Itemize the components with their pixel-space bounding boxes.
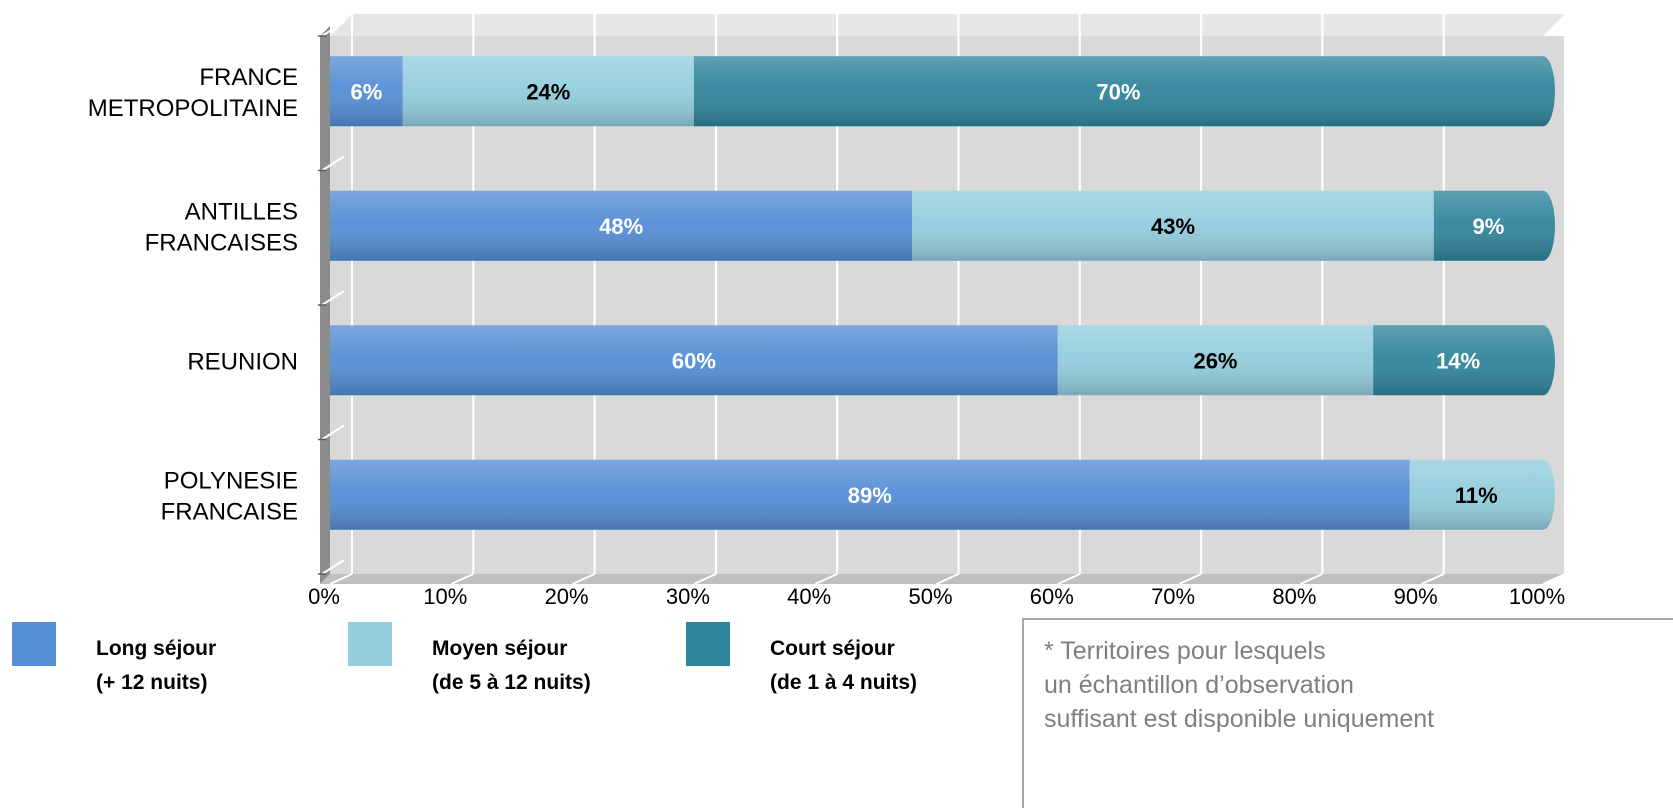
plot-floor: [320, 574, 1565, 584]
x-tick-label: 0%: [308, 584, 340, 609]
x-tick-label: 50%: [908, 584, 952, 609]
gridline-floor: [1542, 573, 1566, 585]
data-label-moyen: 43%: [1151, 214, 1195, 239]
legend-label-moyen: Moyen séjour (de 5 à 12 nuits): [432, 637, 591, 694]
labels: 6% 24% 70% 48% 43% 9% 60% 26% 14% 89% 11%: [350, 79, 1504, 508]
data-label-long: 48%: [599, 214, 643, 239]
category-label: POLYNESIE: [164, 467, 298, 494]
gridline-floor: [450, 573, 474, 585]
category-gridline: [321, 21, 345, 37]
bar-segment-shade: [912, 190, 1434, 261]
gridline-floor: [572, 573, 596, 585]
gridline-floor: [1057, 573, 1081, 585]
axes: 0% 10% 20% 30% 40% 50% 60% 70% 80% 90% 100% FRANCE M…: [88, 35, 1565, 609]
legend-swatch-court: [686, 622, 730, 666]
bar-end-cap-shade: [1531, 325, 1555, 396]
legend-label-court: Court séjour (de 1 à 4 nuits): [770, 637, 918, 694]
x-tick-label: 80%: [1272, 584, 1316, 609]
x-tick-label: 30%: [666, 584, 710, 609]
legend-item-moyen: Moyen séjour (de 5 à 12 nuits): [348, 620, 678, 700]
footnote-line: un échantillon d’observation: [1044, 671, 1354, 699]
bars: [330, 56, 1555, 530]
category-gridline: [321, 424, 345, 441]
category-label: METROPOLITAINE: [88, 95, 298, 122]
category-label: FRANCAISE: [161, 498, 298, 525]
gridline-floor: [1299, 573, 1323, 585]
category-gridline: [321, 290, 345, 306]
category-label: ANTILLES: [185, 198, 298, 225]
legend-item-long: Long séjour (+ 12 nuits): [12, 620, 342, 700]
category-label: FRANCAISES: [145, 229, 298, 256]
category-gridline: [321, 559, 345, 575]
footnote-line: * Territoires pour lesquels: [1044, 637, 1326, 665]
gridline-floor: [814, 573, 838, 585]
bar-segment-shade: [1373, 325, 1543, 396]
gridline-floor: [1178, 573, 1202, 585]
bar-segment-shade: [1433, 190, 1543, 261]
x-tick-label: 60%: [1030, 584, 1074, 609]
stacked-bar-chart: 0% 10% 20% 30% 40% 50% 60% 70% 80% 90% 100% FRANCE M…: [88, 14, 1566, 609]
data-label-court: 9%: [1473, 214, 1505, 239]
gridline-floor: [1421, 573, 1445, 585]
footnote-box: * Territoires pour lesquels un échantill…: [1022, 618, 1673, 808]
legend-swatch-long: [12, 622, 56, 666]
data-label-long: 89%: [848, 483, 892, 508]
gridline-floor: [329, 573, 353, 585]
bar-segment-shade: [1409, 459, 1543, 530]
data-label-long: 6%: [350, 79, 382, 104]
footnote-line: suffisant est disponible uniquement: [1044, 705, 1435, 733]
bar-segment-shade: [330, 190, 913, 261]
bar-segment-shade: [330, 325, 1058, 396]
data-label-court: 14%: [1436, 348, 1480, 373]
bar-end-cap-shade: [1531, 459, 1555, 530]
bar-segment-shade: [1057, 325, 1374, 396]
x-tick-label: 20%: [545, 584, 589, 609]
legend-swatch-moyen: [348, 622, 392, 666]
x-tick-label: 10%: [423, 584, 467, 609]
category-gridline: [321, 155, 345, 172]
data-label-court: 70%: [1096, 79, 1140, 104]
bar-segment-shade: [402, 56, 694, 127]
bar-segment-shade: [330, 459, 1410, 530]
bar-segment-shade: [330, 56, 403, 127]
legend-label-long: Long séjour (+ 12 nuits): [96, 637, 217, 694]
gridline-floor: [693, 573, 717, 585]
data-label-long: 60%: [672, 348, 716, 373]
category-label: REUNION: [187, 348, 298, 375]
x-tick-label: 100%: [1509, 584, 1565, 609]
data-label-moyen: 26%: [1193, 348, 1237, 373]
gridline-floor: [936, 573, 959, 585]
legend-item-court: Court séjour (de 1 à 4 nuits): [686, 620, 1006, 700]
x-tick-label: 40%: [787, 584, 831, 609]
bar-end-cap-shade: [1531, 56, 1555, 127]
bar-end-cap-shade: [1531, 190, 1555, 261]
plot-back-top: [330, 14, 1565, 36]
bar-segment-shade: [693, 56, 1543, 127]
x-tick-label: 90%: [1394, 584, 1438, 609]
category-label: FRANCE: [199, 64, 298, 91]
x-tick-label: 70%: [1151, 584, 1195, 609]
data-label-moyen: 11%: [1455, 483, 1498, 508]
data-label-moyen: 24%: [526, 79, 570, 104]
